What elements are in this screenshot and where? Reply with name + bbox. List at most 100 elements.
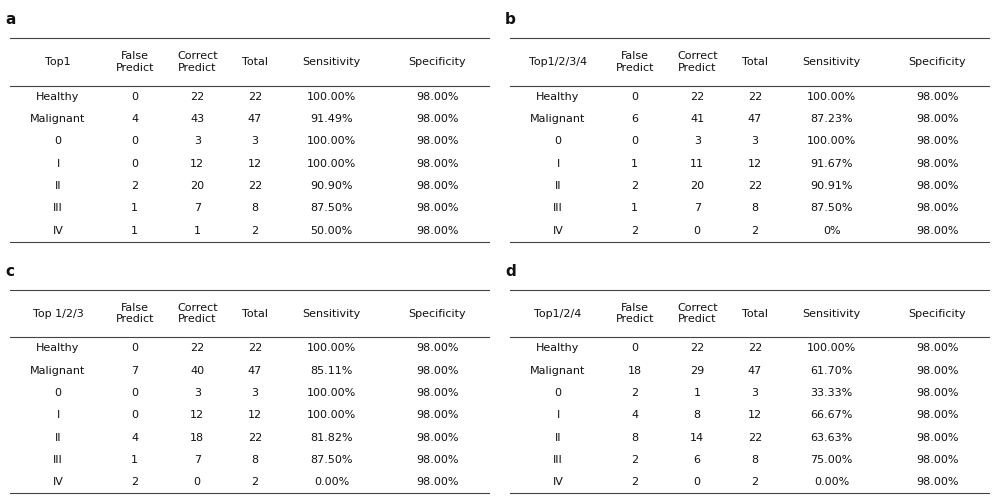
Text: II: II	[55, 433, 61, 443]
Text: 98.00%: 98.00%	[416, 226, 458, 235]
Text: 87.50%: 87.50%	[310, 455, 353, 465]
Text: 87.50%: 87.50%	[310, 203, 353, 213]
Text: Sensitivity: Sensitivity	[302, 308, 361, 318]
Text: 0: 0	[694, 477, 701, 487]
Text: 12: 12	[748, 410, 762, 420]
Text: Top1: Top1	[45, 57, 71, 67]
Text: Sensitivity: Sensitivity	[302, 57, 361, 67]
Text: 12: 12	[190, 410, 204, 420]
Text: 98.00%: 98.00%	[416, 181, 458, 191]
Text: 22: 22	[748, 92, 762, 102]
Text: III: III	[553, 203, 563, 213]
Text: 2: 2	[631, 455, 638, 465]
Text: 0: 0	[694, 226, 701, 235]
Text: Specificity: Specificity	[408, 308, 466, 318]
Text: II: II	[555, 433, 561, 443]
Text: 0: 0	[54, 136, 62, 146]
Text: 1: 1	[131, 455, 138, 465]
Text: 98.00%: 98.00%	[916, 114, 958, 124]
Text: 98.00%: 98.00%	[916, 92, 958, 102]
Text: 0: 0	[131, 159, 138, 169]
Text: 98.00%: 98.00%	[916, 366, 958, 376]
Text: 29: 29	[690, 366, 704, 376]
Text: 40: 40	[190, 366, 204, 376]
Text: Specificity: Specificity	[908, 57, 966, 67]
Text: 0: 0	[554, 136, 562, 146]
Text: 100.00%: 100.00%	[807, 136, 856, 146]
Text: 98.00%: 98.00%	[916, 159, 958, 169]
Text: 12: 12	[248, 410, 262, 420]
Text: Specificity: Specificity	[908, 308, 966, 318]
Text: 3: 3	[694, 136, 701, 146]
Text: False
Predict: False Predict	[116, 51, 154, 73]
Text: 90.91%: 90.91%	[810, 181, 853, 191]
Text: 0.00%: 0.00%	[314, 477, 349, 487]
Text: a: a	[5, 13, 16, 28]
Text: 3: 3	[751, 136, 758, 146]
Text: 2: 2	[131, 181, 138, 191]
Text: 98.00%: 98.00%	[916, 433, 958, 443]
Text: 12: 12	[190, 159, 204, 169]
Text: 47: 47	[748, 366, 762, 376]
Text: 98.00%: 98.00%	[416, 203, 458, 213]
Text: I: I	[556, 410, 560, 420]
Text: 12: 12	[748, 159, 762, 169]
Text: Total: Total	[242, 308, 268, 318]
Text: 8: 8	[751, 455, 758, 465]
Text: 8: 8	[631, 433, 638, 443]
Text: 4: 4	[131, 433, 138, 443]
Text: 8: 8	[251, 455, 258, 465]
Text: Total: Total	[742, 57, 768, 67]
Text: 98.00%: 98.00%	[416, 159, 458, 169]
Text: 22: 22	[248, 344, 262, 353]
Text: Correct
Predict: Correct Predict	[677, 51, 718, 73]
Text: 100.00%: 100.00%	[807, 92, 856, 102]
Text: 98.00%: 98.00%	[916, 203, 958, 213]
Text: 47: 47	[248, 366, 262, 376]
Text: 98.00%: 98.00%	[916, 136, 958, 146]
Text: 0: 0	[131, 344, 138, 353]
Text: 100.00%: 100.00%	[307, 344, 356, 353]
Text: 2: 2	[751, 477, 758, 487]
Text: 22: 22	[748, 433, 762, 443]
Text: 100.00%: 100.00%	[307, 388, 356, 398]
Text: Malignant: Malignant	[30, 114, 86, 124]
Text: 3: 3	[251, 388, 258, 398]
Text: Healthy: Healthy	[36, 344, 80, 353]
Text: 66.67%: 66.67%	[810, 410, 853, 420]
Text: 7: 7	[694, 203, 701, 213]
Text: False
Predict: False Predict	[616, 51, 654, 73]
Text: 98.00%: 98.00%	[416, 410, 458, 420]
Text: 85.11%: 85.11%	[310, 366, 353, 376]
Text: I: I	[56, 410, 60, 420]
Text: d: d	[505, 264, 516, 279]
Text: False
Predict: False Predict	[616, 303, 654, 324]
Text: 2: 2	[631, 181, 638, 191]
Text: Total: Total	[242, 57, 268, 67]
Text: 98.00%: 98.00%	[916, 477, 958, 487]
Text: 11: 11	[690, 159, 704, 169]
Text: 0: 0	[631, 92, 638, 102]
Text: False
Predict: False Predict	[116, 303, 154, 324]
Text: 98.00%: 98.00%	[916, 388, 958, 398]
Text: 98.00%: 98.00%	[416, 388, 458, 398]
Text: 100.00%: 100.00%	[307, 410, 356, 420]
Text: Correct
Predict: Correct Predict	[177, 303, 218, 324]
Text: Sensitivity: Sensitivity	[802, 308, 861, 318]
Text: 0: 0	[631, 136, 638, 146]
Text: 98.00%: 98.00%	[916, 455, 958, 465]
Text: 0: 0	[194, 477, 201, 487]
Text: 1: 1	[631, 203, 638, 213]
Text: Total: Total	[742, 308, 768, 318]
Text: II: II	[55, 181, 61, 191]
Text: Healthy: Healthy	[536, 92, 580, 102]
Text: 98.00%: 98.00%	[416, 366, 458, 376]
Text: 98.00%: 98.00%	[916, 226, 958, 235]
Text: 100.00%: 100.00%	[807, 344, 856, 353]
Text: 6: 6	[631, 114, 638, 124]
Text: IV: IV	[553, 477, 563, 487]
Text: 22: 22	[748, 181, 762, 191]
Text: Healthy: Healthy	[36, 92, 80, 102]
Text: 7: 7	[131, 366, 138, 376]
Text: 18: 18	[190, 433, 204, 443]
